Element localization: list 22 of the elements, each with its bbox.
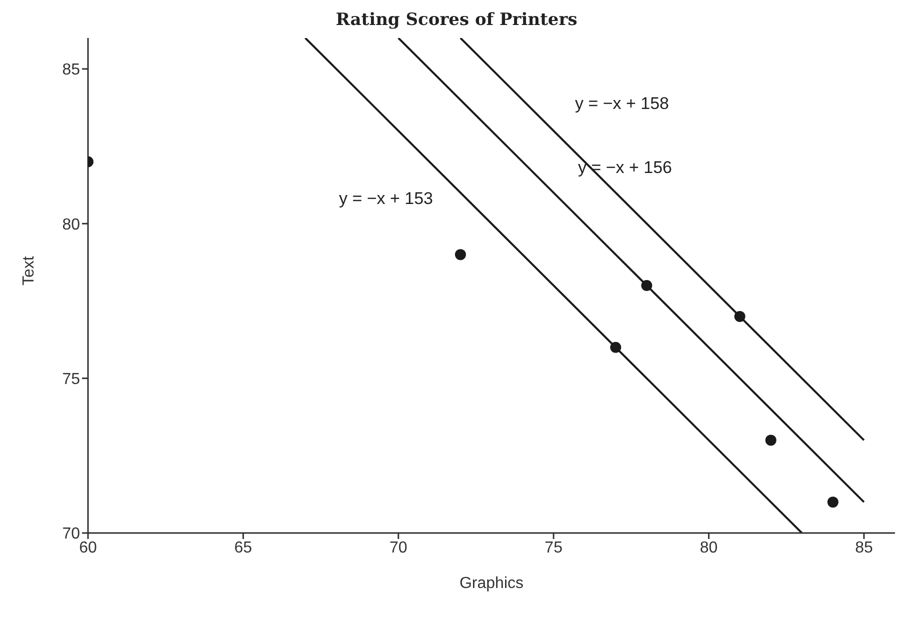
point [827, 496, 838, 508]
annotation: y = −x + 153 [338, 189, 434, 209]
y-axis-title: Text [20, 256, 38, 286]
x-tick-label: 75 [544, 539, 563, 556]
annotation: y = −x + 158 [574, 94, 670, 114]
x-tick-label: 65 [234, 539, 252, 556]
chart-title: Rating Scores of Printers [334, 10, 578, 30]
x-tick-label: 70 [389, 539, 408, 556]
x-tick-label: 60 [79, 539, 97, 556]
point [641, 280, 652, 291]
y-tick-label: 85 [62, 62, 80, 79]
point [454, 249, 466, 260]
y-tick-label: 80 [62, 216, 80, 234]
y-tick-label: 70 [62, 526, 80, 543]
x-axis-title: Graphics [459, 575, 524, 592]
x-tick-label: 80 [700, 539, 718, 556]
x-tick-label: 85 [855, 539, 873, 556]
annotation: y = −x + 156 [578, 158, 672, 178]
y-tick-label: 75 [62, 370, 80, 388]
point [610, 342, 622, 353]
point [765, 434, 776, 446]
point [734, 310, 746, 322]
